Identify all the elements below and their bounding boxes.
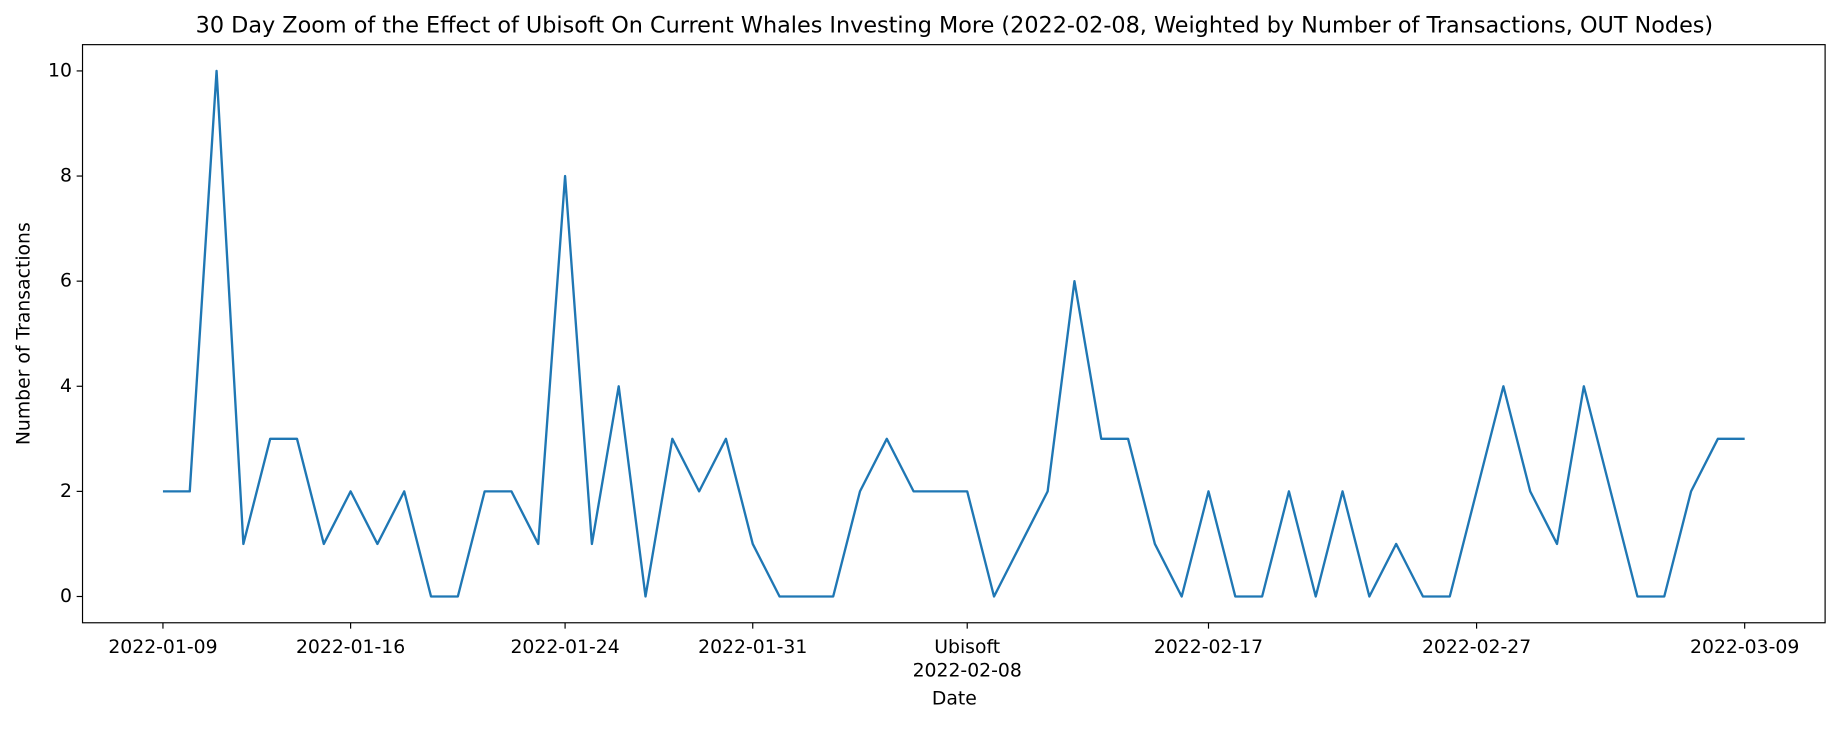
x-tick-label: 2022-01-09	[108, 637, 217, 658]
y-tick-label: 10	[48, 60, 72, 81]
x-tick-label: 2022-01-16	[296, 637, 405, 658]
y-tick-label: 2	[60, 481, 72, 502]
x-tick-label: 2022-02-08	[913, 660, 1022, 681]
line-series	[162, 69, 1745, 598]
y-tick-label: 6	[60, 271, 72, 292]
x-tick-label: 2022-03-09	[1690, 637, 1799, 658]
x-tick-label: 2022-01-24	[510, 637, 619, 658]
x-tick-label: 2022-01-31	[698, 637, 807, 658]
chart-title: 30 Day Zoom of the Effect of Ubisoft On …	[196, 12, 1713, 38]
x-tick-label: 2022-02-27	[1422, 637, 1531, 658]
x-axis-label: Date	[932, 689, 977, 710]
y-tick-label: 4	[60, 376, 72, 397]
event-label: Ubisoft	[934, 637, 1000, 658]
plot-frame	[81, 44, 1826, 624]
y-tick-label: 0	[60, 586, 72, 607]
y-axis-label: Number of Transactions	[13, 222, 34, 445]
y-tick-label: 8	[60, 166, 72, 187]
x-tick-label: 2022-02-17	[1154, 637, 1263, 658]
